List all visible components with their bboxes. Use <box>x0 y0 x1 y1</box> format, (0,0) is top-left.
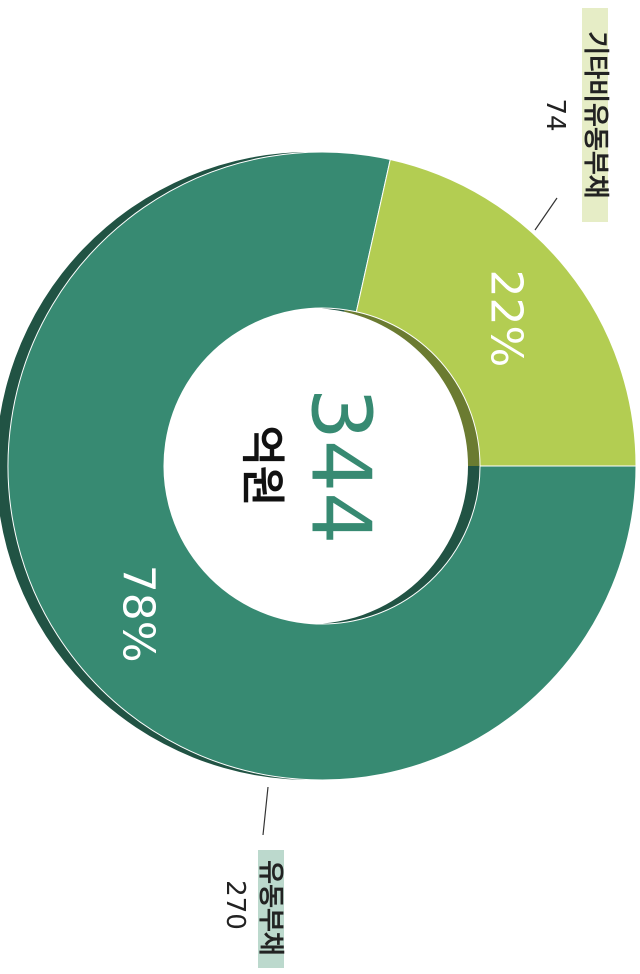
category-label: 기타비유동부채 <box>580 31 610 198</box>
label-backgrounds <box>258 8 608 968</box>
label-highlight <box>258 850 284 968</box>
donut-segment <box>355 158 637 467</box>
category-label: 유동부채 <box>255 860 285 956</box>
label-highlight <box>582 8 608 222</box>
value-label: 270 <box>220 880 250 930</box>
share-label: 22% <box>481 269 532 367</box>
total-unit: 억원 <box>237 426 288 507</box>
donut-segment <box>7 151 637 781</box>
total-value: 344 <box>293 388 388 545</box>
leader-line <box>534 197 558 231</box>
share-label: 78% <box>112 565 163 663</box>
value-label: 74 <box>540 98 570 131</box>
leader-line <box>262 786 269 836</box>
